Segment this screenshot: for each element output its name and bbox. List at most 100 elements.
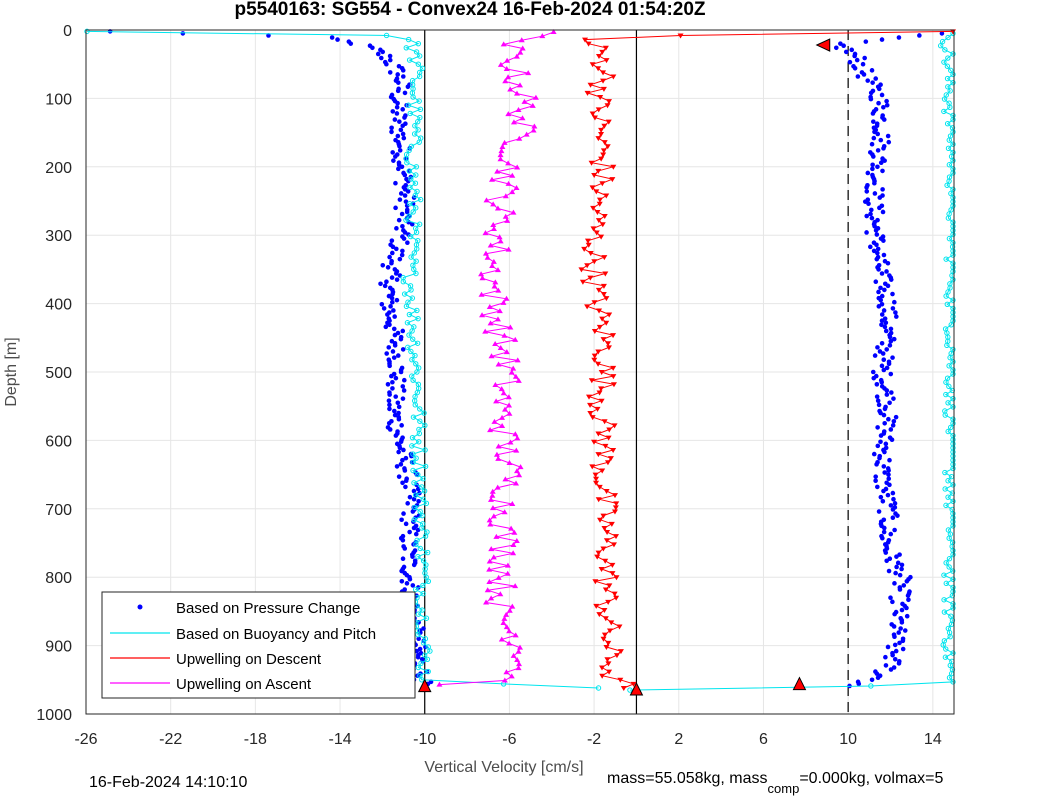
series-1-point <box>948 207 954 213</box>
special-marker-3 <box>815 38 831 52</box>
series-3-point <box>494 484 501 490</box>
series-3-point <box>506 640 513 646</box>
series-0-point <box>398 191 404 196</box>
series-2-point <box>605 640 612 646</box>
series-3-point <box>490 226 497 232</box>
series-2-point <box>609 571 616 577</box>
series-0-point <box>396 416 402 422</box>
series-0-point <box>871 375 877 381</box>
series-0-point <box>387 53 393 59</box>
series-0-point <box>396 474 402 479</box>
series-2-point <box>581 246 588 252</box>
series-0-point <box>386 421 392 426</box>
series-1-point <box>410 451 416 457</box>
series-1-point <box>400 279 406 285</box>
series-1-point <box>413 361 419 367</box>
series-0-point <box>387 363 392 369</box>
series-0-point <box>400 328 406 334</box>
series-3-point <box>502 78 509 84</box>
series-2-point <box>604 460 611 466</box>
series-0-point <box>899 607 905 613</box>
series-0-point <box>381 306 387 311</box>
series-0-point <box>394 246 399 252</box>
series-0-point <box>404 581 410 586</box>
series-0-point <box>877 455 882 461</box>
series-3-point <box>510 365 517 371</box>
series-0-point <box>871 451 877 457</box>
series-1-point <box>410 209 416 215</box>
series-2-point <box>584 238 591 244</box>
series-2-point <box>600 78 607 84</box>
series-0-point <box>871 135 877 141</box>
series-2-point <box>611 591 618 597</box>
series-2-point <box>587 402 594 408</box>
series-0-point <box>872 353 878 358</box>
series-3-point <box>497 156 504 162</box>
series-1-point <box>950 252 956 258</box>
series-1-point <box>950 465 956 472</box>
series-1-point <box>950 359 956 365</box>
series-1-point <box>423 500 430 507</box>
series-1-point <box>943 646 949 652</box>
series-0-point <box>898 626 903 631</box>
series-2-point <box>610 164 617 170</box>
series-1-point <box>411 517 417 523</box>
series-0-point <box>400 384 406 389</box>
series-1-point <box>420 496 427 502</box>
series-0-point <box>387 57 393 63</box>
series-0-point <box>886 361 892 367</box>
series-0-point <box>416 498 421 504</box>
series-2-point <box>606 99 613 105</box>
series-1-point <box>940 642 946 648</box>
series-0-point <box>873 478 878 484</box>
series-1-point <box>410 459 416 465</box>
series-2-point <box>601 608 608 614</box>
series-0-point <box>384 351 389 356</box>
series-0-point <box>402 230 408 235</box>
special-marker-2 <box>792 676 807 691</box>
series-0-point <box>404 203 410 209</box>
series-2-point <box>597 517 604 523</box>
series-0-point <box>398 127 404 133</box>
y-tick-label: 300 <box>45 228 72 245</box>
series-3-point <box>515 377 522 383</box>
x-tick-label: -18 <box>244 731 267 748</box>
series-0-point <box>402 193 408 198</box>
series-0-point <box>390 349 396 354</box>
series-2-point <box>595 287 602 293</box>
series-0-point <box>888 531 894 537</box>
series-0-point <box>411 496 417 502</box>
series-3-point <box>503 669 510 675</box>
series-0-point <box>893 414 899 420</box>
series-2-point <box>591 439 598 445</box>
series-1-point <box>945 478 951 484</box>
series-0-point <box>872 191 878 196</box>
series-layer <box>84 28 956 693</box>
series-1-point <box>950 404 956 410</box>
series-0-point <box>885 133 891 139</box>
series-0-point <box>875 425 880 430</box>
series-2-point <box>600 546 607 552</box>
series-0-point <box>379 301 385 307</box>
series-0-point <box>392 314 397 319</box>
series-0-point <box>394 297 400 303</box>
series-3-point <box>498 636 505 642</box>
series-1-point <box>413 172 419 178</box>
series-1-point <box>950 129 956 135</box>
series-2-point <box>587 82 594 88</box>
series-0-point <box>888 371 894 377</box>
series-0-point <box>881 357 887 362</box>
series-1-point <box>950 71 956 78</box>
series-0-point <box>407 494 413 500</box>
series-0-point <box>392 332 398 338</box>
series-3-point <box>505 111 512 117</box>
series-1-point <box>946 675 953 681</box>
series-0-point <box>888 667 894 672</box>
series-1-point <box>947 88 953 94</box>
series-0-point <box>389 125 394 131</box>
series-1-point <box>420 640 427 646</box>
series-0-point <box>403 478 409 484</box>
series-3-point <box>513 185 520 191</box>
series-1-point <box>407 233 414 240</box>
series-0-point <box>888 326 894 332</box>
